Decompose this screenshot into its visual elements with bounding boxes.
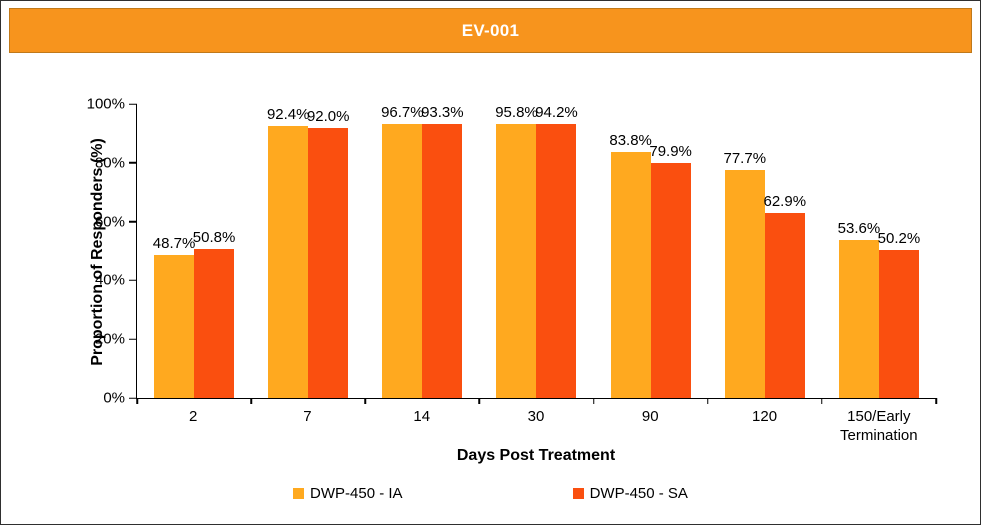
y-tick-label: 80% (94, 154, 125, 172)
y-tick-mark (129, 103, 137, 105)
bar-group: 95.8% 94.2% (479, 104, 593, 398)
bar-value-label: 50.8% (192, 228, 236, 246)
x-tick-mark (935, 398, 937, 404)
x-axis-title: Days Post Treatment (456, 447, 616, 464)
chart-title-band: EV-001 (9, 8, 972, 53)
x-tick-mark (364, 398, 367, 404)
bar-wrap: 94.2% (535, 104, 578, 398)
x-tick-mark (821, 398, 823, 404)
bar-group: 96.7% 93.3% (365, 104, 479, 398)
bar-value-label: 83.8% (609, 131, 652, 149)
bar-sa (878, 250, 919, 398)
bar-value-label: 92.0% (306, 107, 350, 125)
y-tick-label: 0% (103, 389, 125, 407)
bar-sa (194, 248, 235, 398)
x-category-label: 7 (303, 408, 312, 425)
x-category-label: 150/Early Termination (840, 408, 918, 444)
x-tick-mark (706, 398, 709, 404)
legend-item-sa: DWP-450 - SA (572, 485, 688, 502)
bar-sa (764, 213, 805, 398)
x-tick-mark (250, 398, 252, 404)
chart-title: EV-001 (461, 20, 520, 40)
x-axis-category-labels: 2 7 14 30 90 120 150/Early Termination (136, 407, 936, 445)
y-tick-label: 40% (94, 271, 125, 289)
y-tick-label: 60% (94, 213, 125, 231)
y-tick-mark (129, 162, 137, 164)
bar-wrap: 48.7% (152, 104, 196, 398)
bar-ia (838, 240, 879, 398)
bar-value-label: 96.7% (381, 104, 424, 121)
bar-wrap: 92.4% (266, 104, 310, 398)
bar-group: 48.7% 50.8% (137, 104, 251, 398)
bar-wrap: 79.9% (649, 104, 692, 398)
bar-group: 83.8% 79.9% (594, 104, 708, 398)
bar-value-label: 62.9% (763, 193, 807, 211)
bar-wrap: 83.8% (609, 104, 652, 398)
bar-ia (382, 124, 423, 398)
bar-wrap: 50.2% (877, 104, 921, 398)
bar-value-label: 53.6% (837, 220, 881, 238)
bar-value-label: 50.2% (877, 230, 921, 248)
bar-wrap: 93.3% (421, 104, 464, 398)
bar-ia (496, 124, 537, 398)
x-category-label: 120 (752, 408, 778, 425)
bar-wrap: 96.7% (381, 104, 424, 398)
x-category-label: 90 (641, 408, 659, 425)
x-category-label: 14 (413, 408, 431, 425)
y-tick-label: 100% (86, 95, 125, 113)
bar-wrap: 50.8% (192, 104, 236, 398)
legend: DWP-450 - IA DWP-450 - SA (1, 485, 980, 502)
bar-value-label: 79.9% (649, 143, 692, 161)
bar-value-label: 94.2% (535, 104, 578, 121)
bar-sa (422, 124, 463, 398)
y-tick-mark (129, 397, 137, 399)
bar-ia (724, 169, 765, 398)
y-tick-mark (129, 279, 137, 282)
bar-ia (268, 126, 309, 398)
y-tick-label: 20% (94, 330, 125, 348)
legend-item-ia: DWP-450 - IA (293, 485, 403, 502)
bar-wrap: 62.9% (763, 104, 807, 398)
y-tick-mark (129, 338, 137, 340)
bar-group: 77.7% 62.9% (708, 104, 822, 398)
plot-area: 0% 20% 40% 60% 80% 100% 48.7% 50.8% 92.4% 92.0% 96… (87, 96, 937, 407)
bar-sa (308, 127, 349, 398)
bar-value-label: 48.7% (152, 234, 196, 252)
x-tick-mark (478, 398, 481, 404)
x-category-label: 2 (188, 408, 198, 425)
bar-wrap: 95.8% (495, 104, 538, 398)
bar-ia (610, 151, 651, 398)
legend-label-sa: DWP-450 - SA (589, 485, 688, 502)
legend-swatch-sa (572, 488, 584, 499)
chart-area: Proportion of Responders (%) 0% 20% 40% 60%… (1, 53, 980, 524)
bar-value-label: 93.3% (421, 104, 464, 121)
bar-group: 92.4% 92.0% (251, 104, 365, 398)
x-tick-mark (592, 398, 595, 404)
bar-sa (650, 163, 691, 398)
bar-sa (536, 124, 577, 398)
bar-value-label: 77.7% (723, 149, 767, 167)
bar-wrap: 77.7% (723, 104, 767, 398)
bar-group: 53.6% 50.2% (822, 104, 936, 398)
bar-groups: 48.7% 50.8% 92.4% 92.0% 96.7% 93.3% 95.8% 94.2%… (137, 104, 936, 398)
bar-ia (154, 254, 195, 398)
bar-value-label: 95.8% (495, 104, 538, 121)
y-tick-mark (129, 220, 137, 223)
legend-label-ia: DWP-450 - IA (310, 485, 403, 502)
x-tick-mark (136, 398, 138, 404)
bar-wrap: 53.6% (837, 104, 881, 398)
bar-wrap: 92.0% (306, 104, 350, 398)
bar-value-label: 92.4% (266, 106, 310, 124)
legend-swatch-ia (293, 488, 305, 499)
x-category-label: 30 (527, 408, 545, 425)
